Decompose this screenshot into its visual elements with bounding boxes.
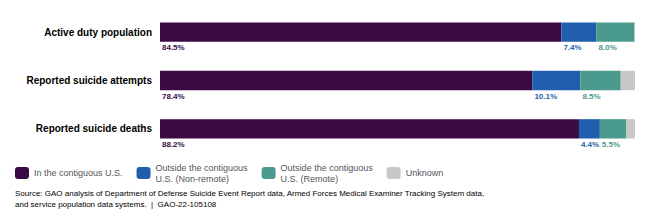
svg-text:84.5%: 84.5% bbox=[162, 43, 185, 52]
svg-text:Reported suicide deaths: Reported suicide deaths bbox=[36, 123, 153, 134]
svg-text:Outside the contiguous: Outside the contiguous bbox=[156, 163, 249, 173]
svg-text:Active duty population: Active duty population bbox=[44, 27, 152, 38]
svg-text:U.S. (Non-remote): U.S. (Non-remote) bbox=[156, 174, 230, 184]
svg-text:Unknown: Unknown bbox=[406, 168, 444, 178]
svg-text:and service population data sy: and service population data systems. | G… bbox=[15, 200, 217, 209]
svg-text:U.S. (Remote): U.S. (Remote) bbox=[281, 174, 339, 184]
svg-text:4.4%: 4.4% bbox=[581, 140, 599, 149]
svg-text:Source: GAO analysis of Depart: Source: GAO analysis of Department of De… bbox=[15, 189, 484, 198]
svg-text:8.5%: 8.5% bbox=[582, 92, 600, 101]
svg-text:78.4%: 78.4% bbox=[162, 92, 185, 101]
svg-text:88.2%: 88.2% bbox=[162, 140, 185, 149]
svg-text:8.0%: 8.0% bbox=[599, 43, 617, 52]
svg-text:In the contiguous U.S.: In the contiguous U.S. bbox=[34, 168, 123, 178]
svg-text:Reported suicide attempts: Reported suicide attempts bbox=[26, 75, 152, 86]
svg-text:7.4%: 7.4% bbox=[563, 43, 581, 52]
svg-text:10.1%: 10.1% bbox=[534, 92, 557, 101]
svg-text:5.5%: 5.5% bbox=[602, 140, 620, 149]
svg-text:Outside the contiguous: Outside the contiguous bbox=[281, 163, 374, 173]
